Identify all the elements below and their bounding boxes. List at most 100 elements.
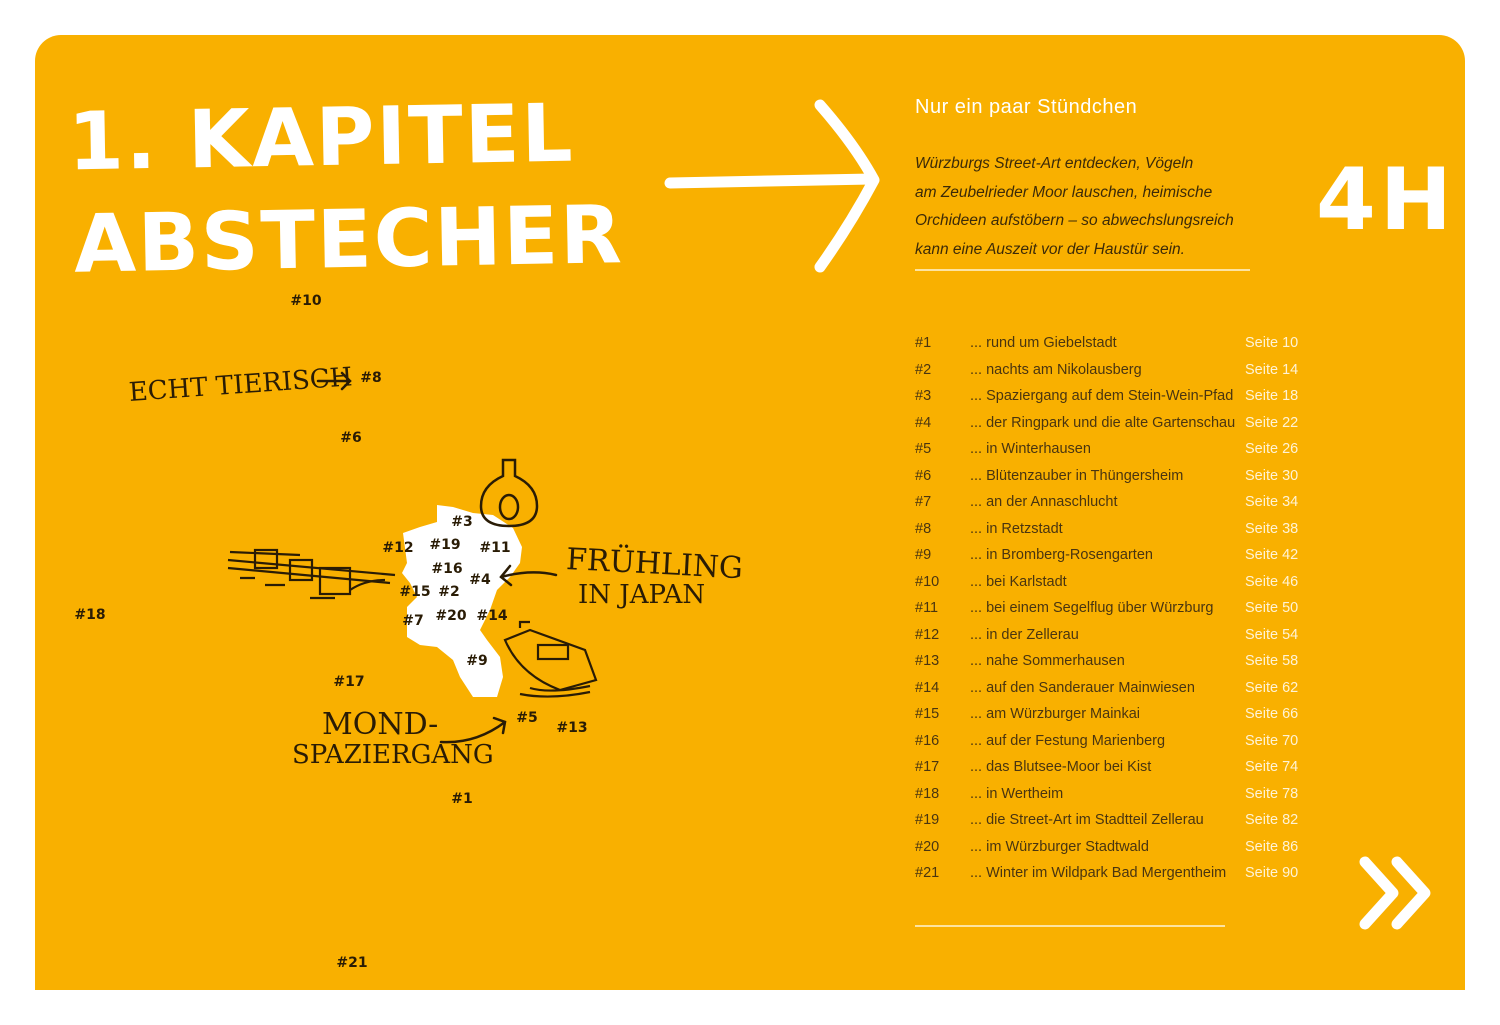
map-pin[interactable]: #9 — [466, 653, 488, 669]
callout-spaziergang: SPAZIERGANG — [292, 740, 494, 770]
map-pin[interactable]: #8 — [360, 370, 382, 386]
toc-page: Seite 54 — [1245, 626, 1299, 643]
toc-number: #13 — [915, 653, 940, 669]
map-pin[interactable]: #11 — [479, 540, 511, 556]
arrow-mond — [439, 716, 507, 744]
toc-title: ... die Street-Art im Stadtteil Zellerau — [970, 812, 1204, 828]
map-pin[interactable]: #1 — [451, 791, 473, 807]
toc-number: #10 — [915, 573, 940, 590]
map-pin[interactable]: #6 — [340, 430, 362, 446]
toc-page: Seite 22 — [1245, 414, 1299, 431]
toc-title: ... in Wertheim — [970, 785, 1064, 802]
intro-line: am Zeubelrieder Moor lauschen, heimische — [915, 183, 1213, 201]
toc-title: ... in Bromberg-Rosengarten — [970, 547, 1153, 563]
callout-in-japan: IN JAPAN — [578, 580, 706, 610]
map-pin[interactable]: #13 — [556, 720, 588, 736]
arrow-tierisch — [316, 371, 352, 391]
bottle-icon — [479, 458, 539, 528]
toc-page: Seite 38 — [1245, 520, 1299, 537]
toc-page: Seite 46 — [1245, 573, 1299, 590]
toc-page: Seite 70 — [1245, 732, 1299, 749]
toc-title: ... auf der Festung Marienberg — [970, 732, 1166, 749]
toc-title: ... in Retzstadt — [970, 520, 1063, 537]
toc-page: Seite 18 — [1245, 388, 1299, 404]
toc-title: ... in Winterhausen — [970, 441, 1091, 457]
toc-page: Seite 34 — [1245, 494, 1299, 510]
toc-page: Seite 58 — [1245, 653, 1299, 669]
toc-title: ... bei einem Segelflug über Würzburg — [970, 600, 1214, 616]
toc-number: #20 — [915, 838, 940, 855]
arrow-japan — [499, 564, 558, 587]
toc-page: Seite 66 — [1245, 706, 1299, 722]
toc-title: ... der Ringpark und die alte Gartenscha… — [970, 414, 1236, 431]
toc-number: #5 — [915, 441, 932, 457]
toc-title: ... am Würzburger Mainkai — [970, 706, 1141, 722]
toc-title: ... das Blutsee-Moor bei Kist — [970, 759, 1152, 775]
toc-title: ... an der Annaschlucht — [970, 494, 1118, 510]
map-pin[interactable]: #5 — [516, 710, 538, 726]
toc-title: ... nachts am Nikolausberg — [970, 361, 1142, 378]
divider — [915, 925, 1225, 927]
duration-label: 4H — [1316, 150, 1456, 250]
map-pin[interactable]: #4 — [469, 572, 491, 588]
toc-page: Seite 10 — [1245, 335, 1299, 351]
toc-number: #1 — [915, 335, 932, 351]
map-pin[interactable]: #3 — [451, 514, 473, 530]
toc-number: #8 — [915, 520, 932, 537]
map-pin[interactable]: #16 — [431, 561, 463, 577]
toc-number: #15 — [915, 706, 940, 722]
toc-page: Seite 90 — [1245, 865, 1299, 881]
map-pin[interactable]: #12 — [382, 540, 414, 556]
toc-title: ... auf den Sanderauer Mainwiesen — [970, 679, 1195, 696]
toc-title: ... Spaziergang auf dem Stein-Wein-Pfad — [970, 388, 1234, 404]
arrow-right-icon — [664, 99, 880, 273]
toc-title: ... bei Karlstadt — [970, 573, 1067, 590]
toc-number: #4 — [915, 414, 932, 431]
map-pin[interactable]: #7 — [402, 613, 424, 629]
callout-mond: MOND- — [322, 707, 439, 742]
toc-number: #3 — [915, 388, 932, 404]
toc-page: Seite 14 — [1245, 361, 1299, 378]
toc-number: #16 — [915, 732, 940, 749]
toc-page: Seite 86 — [1245, 838, 1299, 855]
intro-text: Würzburgs Street-Art entdecken, Vögeln a… — [915, 150, 1275, 264]
toc-number: #19 — [915, 812, 940, 828]
toc-number: #18 — [915, 785, 940, 802]
toc-number: #9 — [915, 547, 932, 563]
ship-icon — [503, 620, 598, 698]
map-pin[interactable]: #20 — [435, 608, 467, 624]
toc-page: Seite 42 — [1245, 547, 1299, 563]
divider — [915, 269, 1250, 271]
map-pin[interactable]: #19 — [429, 537, 461, 553]
map-pin[interactable]: #18 — [74, 607, 106, 623]
wuerzburg-map-shape — [402, 505, 522, 697]
toc-number: #6 — [915, 467, 932, 484]
toc-number: #12 — [915, 626, 940, 643]
intro-line: Würzburgs Street-Art entdecken, Vögeln — [915, 155, 1194, 172]
double-chevron-right-icon[interactable] — [1355, 852, 1440, 934]
chapter-panel — [35, 35, 1465, 990]
toc-page: Seite 82 — [1245, 812, 1299, 828]
toc-page: Seite 26 — [1245, 441, 1299, 457]
toc-number: #7 — [915, 494, 932, 510]
map-pin[interactable]: #21 — [336, 955, 368, 971]
map-pin[interactable]: #2 — [438, 584, 460, 600]
toc-title: ... nahe Sommerhausen — [970, 653, 1125, 669]
toc-page: Seite 50 — [1245, 600, 1299, 616]
map-pin[interactable]: #14 — [476, 608, 508, 624]
toc-title: ... in der Zellerau — [970, 626, 1079, 643]
toc-number: #11 — [915, 600, 939, 616]
map-pin[interactable]: #15 — [399, 584, 431, 600]
map-pin[interactable]: #17 — [333, 674, 365, 690]
intro-line: kann eine Auszeit vor der Haustür sein. — [915, 240, 1185, 258]
toc-page: Seite 78 — [1245, 785, 1299, 802]
bridge-icon — [227, 548, 396, 600]
toc-number: #21 — [915, 865, 940, 881]
section-subtitle: Nur ein paar Stündchen — [915, 96, 1138, 118]
intro-line: Orchideen aufstöbern – so abwechslungsre… — [915, 212, 1234, 229]
toc-number: #2 — [915, 361, 932, 378]
map-pin[interactable]: #10 — [290, 293, 322, 309]
toc-title: ... rund um Giebelstadt — [970, 335, 1117, 351]
toc-number: #14 — [915, 679, 940, 696]
